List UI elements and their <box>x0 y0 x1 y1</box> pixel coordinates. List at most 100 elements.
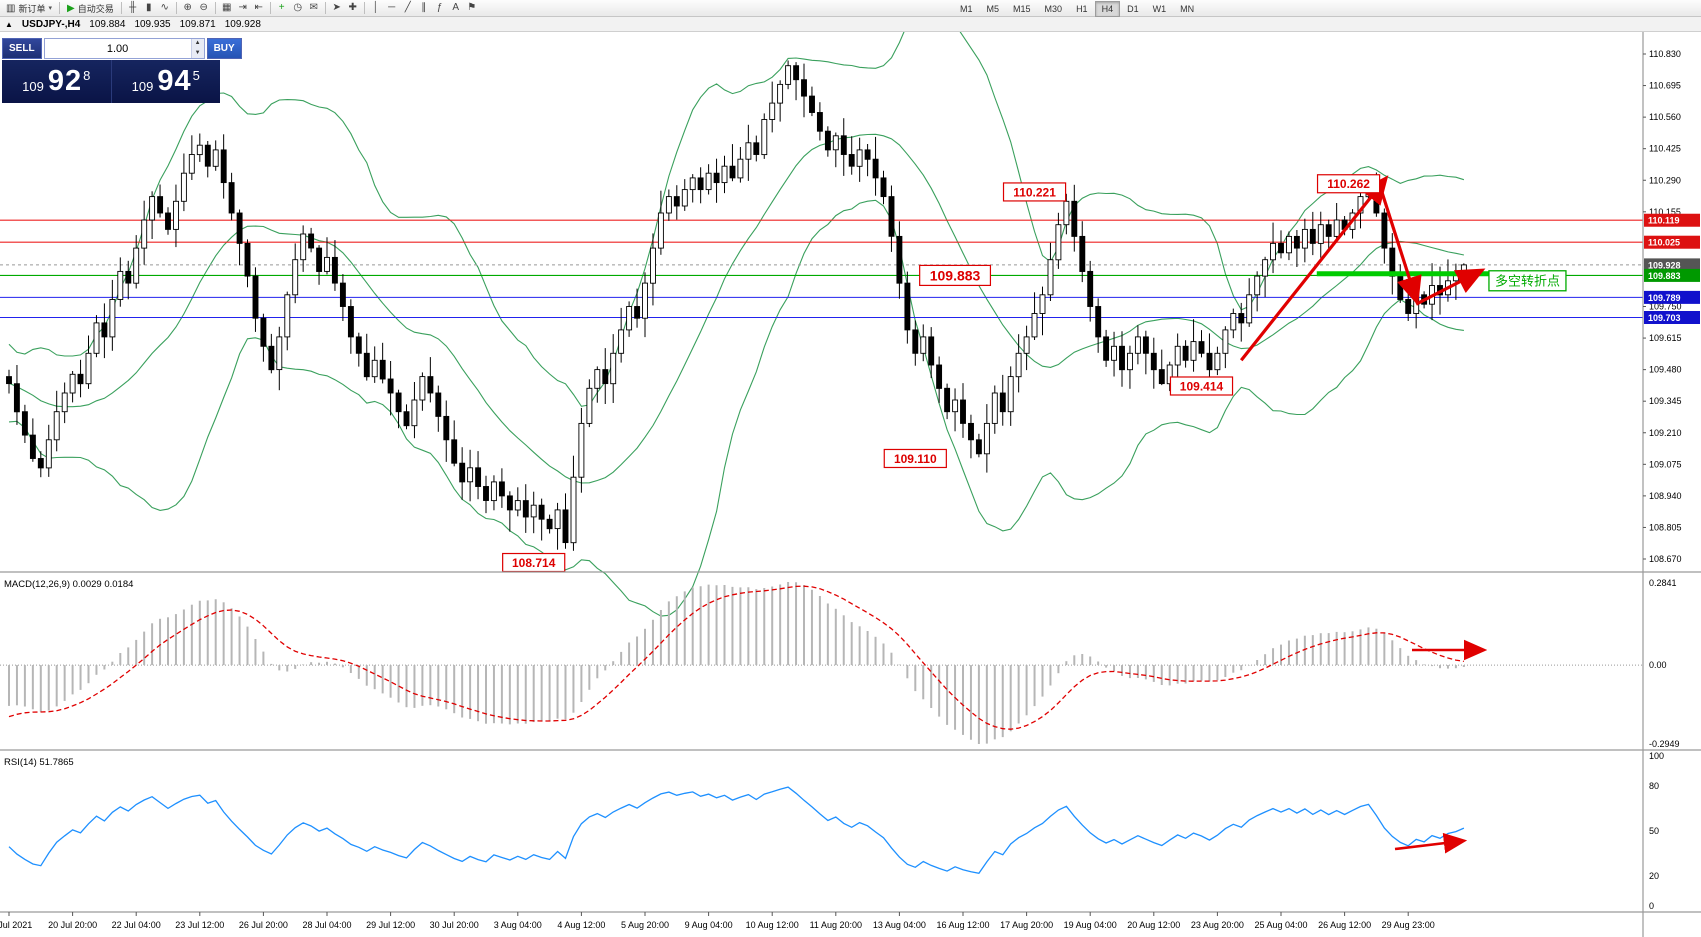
annotation-box <box>1002 182 1067 202</box>
time-tick-label: 10 Aug 12:00 <box>746 920 799 930</box>
auto-scroll-icon: ⇥ <box>238 2 247 13</box>
sell-price-big: 92 <box>47 65 83 97</box>
price-annotations[interactable]: 108.714 109.110 110.221 109.414 110.262 109.8… <box>502 174 1567 573</box>
annotation-text: 108.714 <box>512 556 556 570</box>
buy-price-sup: 5 <box>192 68 200 83</box>
time-tick-label: 3 Aug 04:00 <box>494 920 542 930</box>
price-tick: 109.480 <box>1649 365 1682 375</box>
sell-price-sup: 8 <box>83 68 91 83</box>
time-tick-label: 20 Jul 20:00 <box>48 920 97 930</box>
collapse-triangle-icon[interactable]: ▲ <box>5 19 13 29</box>
time-axis[interactable]: 19 Jul 2021 20 Jul 20:00 22 Jul 04:00 23 Ju… <box>0 912 1435 930</box>
text-icon[interactable]: A <box>448 1 464 15</box>
svg-text:-0.2949: -0.2949 <box>1649 739 1680 749</box>
rsi-label: RSI(14) 51.7865 <box>4 757 74 768</box>
annotation-text: 109.883 <box>930 267 981 283</box>
new-order-button[interactable]: ▥ 新订单 ▾ <box>2 1 56 15</box>
price-badge <box>1644 235 1700 249</box>
vertical-line-icon[interactable]: │ <box>368 1 384 15</box>
new-order-icon: ▥ <box>6 2 16 14</box>
trend-arrows[interactable] <box>1239 175 1486 362</box>
price-tick: 110.695 <box>1649 81 1681 91</box>
timeframe-d1[interactable]: D1 <box>1127 4 1139 14</box>
fibonacci-icon[interactable]: ƒ <box>432 1 448 15</box>
channel-icon: ∥ <box>421 2 427 13</box>
sell-button[interactable]: SELL <box>2 38 42 59</box>
tile-windows-icon: ▦ <box>221 2 232 13</box>
timeframe-h1[interactable]: H1 <box>1076 4 1088 14</box>
zoom-out-icon[interactable]: ⊖ <box>196 1 212 15</box>
arrows-icon[interactable]: ⚑ <box>464 1 480 15</box>
zoom-in-icon[interactable]: ⊕ <box>180 1 196 15</box>
rsi-arrow[interactable] <box>1394 832 1468 854</box>
bar-chart-icon[interactable]: ╫ <box>125 1 141 15</box>
timeframe-m5[interactable]: M5 <box>986 4 1000 14</box>
toolbar-separator <box>214 2 216 14</box>
volume-input[interactable] <box>44 39 191 58</box>
toolbar-separator <box>363 2 365 14</box>
buy-button[interactable]: BUY <box>206 38 242 59</box>
timeframe-m1[interactable]: M1 <box>960 4 973 14</box>
indicators-icon[interactable]: + <box>274 1 290 15</box>
svg-text:100: 100 <box>1649 751 1664 761</box>
templates-icon[interactable]: ✉ <box>306 1 322 15</box>
trendline-icon[interactable]: ╱ <box>400 1 416 15</box>
horizontal-line-icon[interactable]: ─ <box>384 1 400 15</box>
timeframe-m30[interactable]: M30 <box>1044 4 1063 14</box>
zoom-in-icon: ⊕ <box>183 2 192 13</box>
chart-caption: ▲ USDJPY-,H4 109.884 109.935 109.871 109… <box>0 17 1701 32</box>
time-tick-label: 19 Jul 2021 <box>0 920 32 930</box>
volume-decrease-button[interactable]: ▼ <box>191 48 204 58</box>
timeframe-mn[interactable]: MN <box>1180 4 1195 14</box>
price-badge <box>1644 310 1700 324</box>
bb-upper-band <box>8 0 1465 407</box>
symbol-period-label: USDJPY-,H4 <box>21 18 81 30</box>
price-badge-text: 109.703 <box>1648 313 1681 323</box>
timeframe-m15[interactable]: M15 <box>1013 4 1031 14</box>
buy-price[interactable]: 109 94 5 <box>112 60 221 103</box>
rsi-line <box>8 786 1465 875</box>
sell-price[interactable]: 109 92 8 <box>2 60 112 103</box>
price-tick: 108.805 <box>1649 522 1682 532</box>
periods-icon[interactable]: ◷ <box>290 1 306 15</box>
price-tick: 110.290 <box>1649 175 1681 185</box>
candlestick-chart-icon[interactable]: ▮ <box>141 1 157 15</box>
cursor-icon[interactable]: ➤ <box>329 1 345 15</box>
crosshair-icon[interactable]: ✚ <box>345 1 361 15</box>
annotation-text: 109.110 <box>894 452 937 466</box>
time-tick-label: 19 Aug 04:00 <box>1064 920 1117 930</box>
ohlc-close: 109.928 <box>224 18 261 30</box>
svg-text:80: 80 <box>1649 781 1659 791</box>
tile-windows-icon[interactable]: ▦ <box>219 1 235 15</box>
horizontal-line-icon: ─ <box>388 2 396 13</box>
price-badge-text: 109.928 <box>1648 260 1681 270</box>
price-tick: 109.615 <box>1649 333 1682 343</box>
text-icon: A <box>452 2 460 13</box>
timeframe-h4[interactable]: H4 <box>1094 1 1121 17</box>
horizontal-level-lines[interactable] <box>0 219 1643 319</box>
price-tick: 108.670 <box>1649 554 1682 564</box>
bb-middle-band <box>8 133 1465 484</box>
time-tick-label: 28 Jul 04:00 <box>302 920 351 930</box>
volume-increase-button[interactable]: ▲ <box>191 39 204 49</box>
ohlc-high: 109.935 <box>134 18 171 30</box>
autotrading-button[interactable]: ▶ 自动交易 <box>63 1 118 15</box>
annotation-text: 109.414 <box>1180 379 1224 393</box>
toolbar-separator <box>58 2 60 14</box>
price-tick: 109.075 <box>1649 459 1682 469</box>
trend-arrow <box>1239 175 1389 362</box>
svg-text:20: 20 <box>1649 871 1659 881</box>
turning-point-box[interactable] <box>1488 270 1567 292</box>
time-tick-label: 16 Aug 12:00 <box>936 920 989 930</box>
trendline-icon: ╱ <box>404 2 411 13</box>
timeframe-w1[interactable]: W1 <box>1152 4 1167 14</box>
auto-scroll-icon[interactable]: ⇥ <box>235 1 251 15</box>
price-axis[interactable]: 110.830 110.695 110.560 110.425 110.290 110.1… <box>1643 49 1700 564</box>
price-tick: 110.425 <box>1649 144 1681 154</box>
line-chart-icon[interactable]: ∿ <box>157 1 173 15</box>
annotation-text: 110.221 <box>1013 185 1056 199</box>
chart-shift-icon[interactable]: ⇤ <box>251 1 267 15</box>
time-tick-label: 25 Aug 04:00 <box>1254 920 1307 930</box>
channel-icon[interactable]: ∥ <box>416 1 432 15</box>
